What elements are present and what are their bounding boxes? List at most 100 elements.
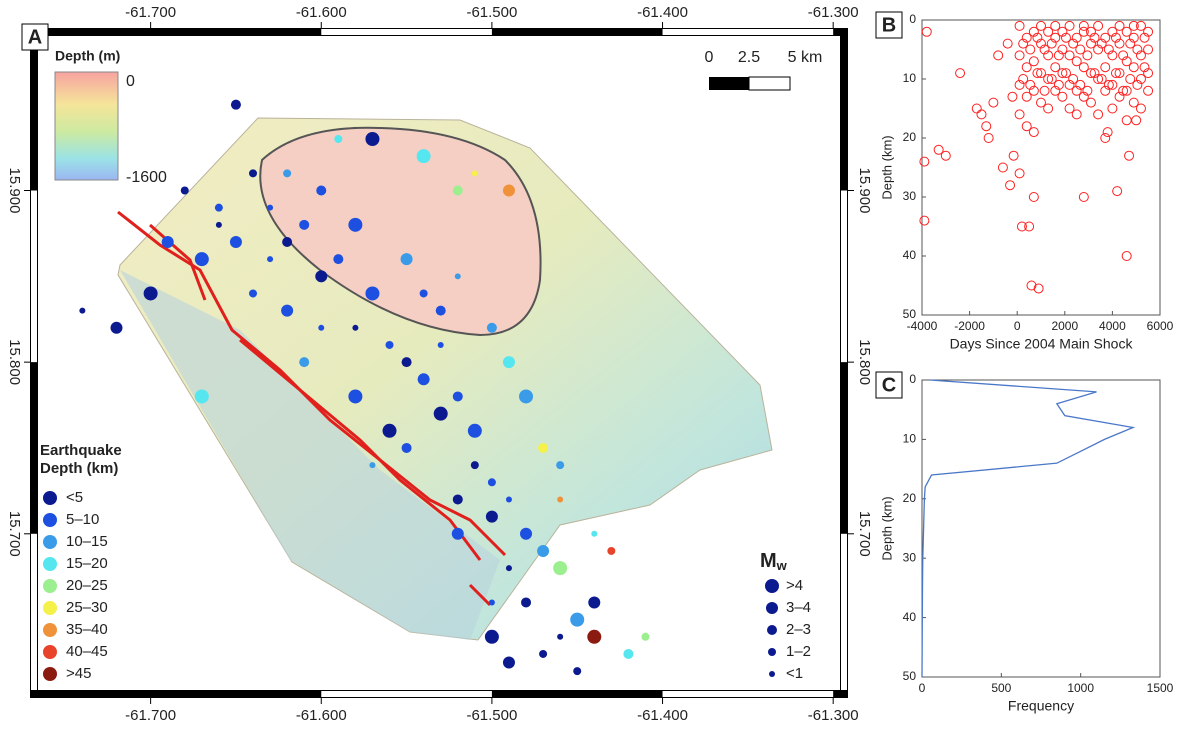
scatter-point [1128,32,1139,43]
scatter-point [1007,91,1018,102]
scatter-point [1139,62,1150,73]
earthquake [348,217,363,232]
earthquake [485,510,498,523]
scatter-point [1114,38,1125,49]
scatter-point [1050,85,1061,96]
earthquake [587,629,602,644]
bathymetry-shelf [120,270,500,640]
scatter-point [1110,32,1121,43]
earthquake [520,527,533,540]
earthquake [539,649,548,658]
legend-swatch [43,623,57,637]
scatter-point [1057,91,1068,102]
earthquake [401,442,412,453]
scatter-point [1043,103,1054,114]
scatter-point [1100,32,1111,43]
earthquake [230,99,241,110]
earthquake [382,423,397,438]
legend-label: 20–25 [66,577,108,594]
scatter-point [1125,74,1136,84]
scatter-point [1118,85,1129,96]
y-tick-label: 0 [909,372,916,386]
scatter-point [1002,38,1013,49]
scatter-point [993,50,1004,61]
panel-c: 0 500 1000 1500 0 10 20 30 40 50 Frequency Depth (k… [875,371,1174,714]
frame-segment [841,190,847,363]
scatter-point [1110,68,1121,79]
earthquake [519,389,534,404]
panel-label-box [21,23,49,51]
size-legend-swatch [766,602,778,614]
earthquake [486,322,497,333]
frame-segment [662,691,834,697]
scatter-point [976,109,987,120]
earthquake [419,289,428,298]
earthquake [573,667,582,676]
earthquake [591,530,598,537]
earthquake [487,478,496,487]
legend-swatch [43,667,57,681]
scalebar [709,77,749,90]
map-area [79,99,773,676]
earthquake [435,305,446,316]
earthquake [348,389,363,404]
scatter-point [1036,97,1046,108]
earthquake [110,321,123,334]
earthquake [229,235,242,248]
x-tick-label: -61.400 [637,4,688,21]
x-tick-label: -61.300 [808,4,859,21]
scatter-point [1114,91,1125,102]
scatter-point [1064,103,1075,114]
legend-swatch [43,645,57,659]
scatter-point [1033,283,1044,294]
scatter-point [1043,50,1054,61]
legend-swatch [43,579,57,593]
scatter-point [1078,26,1089,37]
plot-frame [921,379,1161,678]
scatter-point [1128,97,1139,108]
scatter-point [1057,68,1068,79]
scatter-point [1057,44,1068,55]
scatter-point [1132,79,1143,90]
frame-segment [662,29,834,35]
scatter-point [1143,44,1154,55]
earthquake [333,254,344,265]
scatter-point [1071,85,1082,96]
legend-swatch [43,601,57,615]
scatter-point [1112,186,1123,197]
colorbar-title: Depth (m) [55,48,120,64]
scatter-point [1060,68,1071,79]
earthquake [281,304,294,317]
scatter-point [1036,38,1046,49]
size-legend-swatch [767,625,777,635]
scatter-point [1078,91,1089,102]
frequency-line [921,379,1136,678]
scatter-point [981,121,992,132]
x-tick-label: -61.700 [125,4,176,21]
x-tick-label: -61.500 [466,4,517,21]
earthquake [454,273,461,280]
earthquake [79,307,86,314]
colorbar-label: 0 [126,73,135,90]
y-tick-label: 30 [903,550,917,564]
scatter-point [1046,38,1057,49]
x-tick-label: 0 [919,681,926,695]
scatter-point [921,26,932,37]
scatter-point [1096,38,1107,49]
scatter-point [1135,50,1146,61]
scatter-point [1121,251,1132,261]
colorbar-label: -1600 [126,169,167,186]
scatter-point [997,162,1008,173]
size-legend-swatch [769,671,775,677]
x-tick-label: -61.300 [808,707,859,724]
scatter-point [1135,20,1146,31]
earthquake [365,131,380,146]
y-tick-label: 50 [903,307,917,321]
size-legend-sub: w [776,558,788,573]
scatter-point [1093,109,1104,120]
x-tick-label: 6000 [1147,319,1174,333]
scatter-point [1103,79,1114,90]
legend-label: 5–10 [66,511,99,528]
earthquake [315,270,328,283]
scatter-point [1107,79,1118,90]
